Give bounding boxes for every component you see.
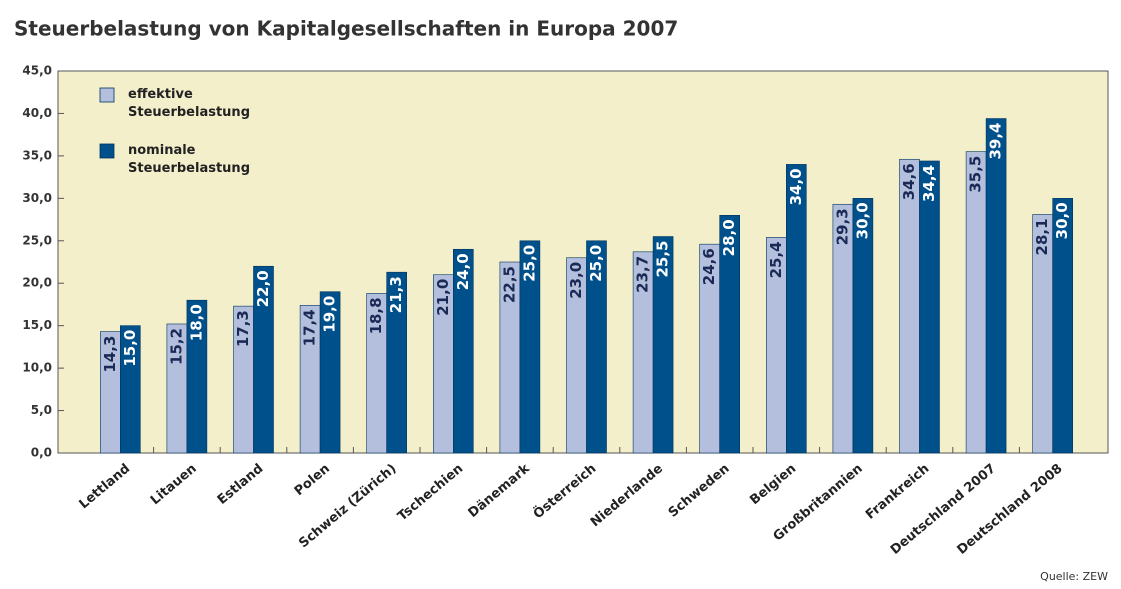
value-label: 28,1 <box>1033 218 1051 255</box>
bar <box>985 118 1007 454</box>
bar <box>652 236 674 454</box>
value-label: 14,3 <box>101 336 119 373</box>
value-label: 34,0 <box>787 168 805 205</box>
source: Quelle: ZEW <box>1040 570 1108 583</box>
value-label: 34,6 <box>900 163 918 200</box>
x-tick-label: Estland <box>215 461 266 508</box>
x-tick-label: Österreich <box>530 460 599 522</box>
bar <box>319 291 341 454</box>
bar <box>965 151 987 454</box>
value-label: 25,4 <box>767 241 785 278</box>
value-label: 24,0 <box>454 253 472 290</box>
legend-swatch <box>99 87 115 103</box>
bar <box>899 158 920 454</box>
y-tick-label: 30,0 <box>22 191 52 205</box>
bar <box>1052 198 1073 454</box>
value-label: 15,0 <box>121 330 139 367</box>
value-label: 34,4 <box>920 165 938 202</box>
value-label: 28,0 <box>720 219 738 256</box>
x-tick-label: Polen <box>292 461 333 499</box>
value-label: 24,6 <box>700 248 718 285</box>
bar <box>452 248 474 454</box>
y-tick-label: 20,0 <box>22 276 52 290</box>
value-label: 30,0 <box>853 202 871 239</box>
value-label: 22,5 <box>500 266 518 303</box>
y-tick-label: 40,0 <box>22 106 52 120</box>
y-tick-label: 0,0 <box>31 446 52 460</box>
chart-title: Steuerbelastung von Kapitalgesellschafte… <box>14 17 678 41</box>
bar <box>719 215 741 454</box>
x-tick-label: Tschechien <box>395 461 466 524</box>
value-label: 22,0 <box>254 270 272 307</box>
value-label: 15,2 <box>167 328 185 365</box>
value-label: 17,4 <box>301 309 319 346</box>
x-tick-label: Schweden <box>666 461 733 520</box>
y-tick-label: 10,0 <box>22 361 52 375</box>
x-tick-label: Belgien <box>747 461 799 508</box>
value-label: 25,0 <box>587 245 605 282</box>
y-tick-label: 5,0 <box>31 403 52 417</box>
value-label: 18,8 <box>367 297 385 334</box>
bar <box>519 240 541 454</box>
bar <box>586 240 607 454</box>
value-label: 23,7 <box>634 256 652 293</box>
bar <box>785 164 807 454</box>
value-label: 23,0 <box>567 262 585 299</box>
legend-swatch <box>99 143 115 159</box>
value-label: 25,0 <box>520 245 538 282</box>
x-tick-label: Dänemark <box>466 461 533 521</box>
bar <box>253 265 274 454</box>
value-label: 21,3 <box>387 276 405 313</box>
value-label: 17,3 <box>234 310 252 347</box>
value-label: 18,0 <box>187 304 205 341</box>
bar <box>852 198 874 454</box>
bar <box>919 160 940 454</box>
x-tick-label: Litauen <box>148 461 200 508</box>
value-label: 19,0 <box>321 296 339 333</box>
bar <box>120 325 141 454</box>
y-tick-label: 15,0 <box>22 318 52 332</box>
x-tick-label: Frankreich <box>863 461 932 522</box>
value-label: 25,5 <box>654 241 672 278</box>
y-tick-label: 35,0 <box>22 148 52 162</box>
bar <box>186 299 208 454</box>
value-label: 30,0 <box>1053 202 1071 239</box>
value-label: 21,0 <box>434 279 452 316</box>
y-tick-label: 45,0 <box>22 64 52 78</box>
legend-label: effektive Steuerbelastung <box>128 87 250 120</box>
bar <box>386 271 408 454</box>
value-label: 39,4 <box>987 123 1005 160</box>
y-tick-label: 25,0 <box>22 233 52 247</box>
value-label: 35,5 <box>967 156 985 193</box>
legend-label: nominale Steuerbelastung <box>128 143 250 176</box>
x-tick-label: Niederlande <box>588 461 666 530</box>
value-label: 29,3 <box>833 208 851 245</box>
x-tick-label: Lettland <box>76 461 133 512</box>
